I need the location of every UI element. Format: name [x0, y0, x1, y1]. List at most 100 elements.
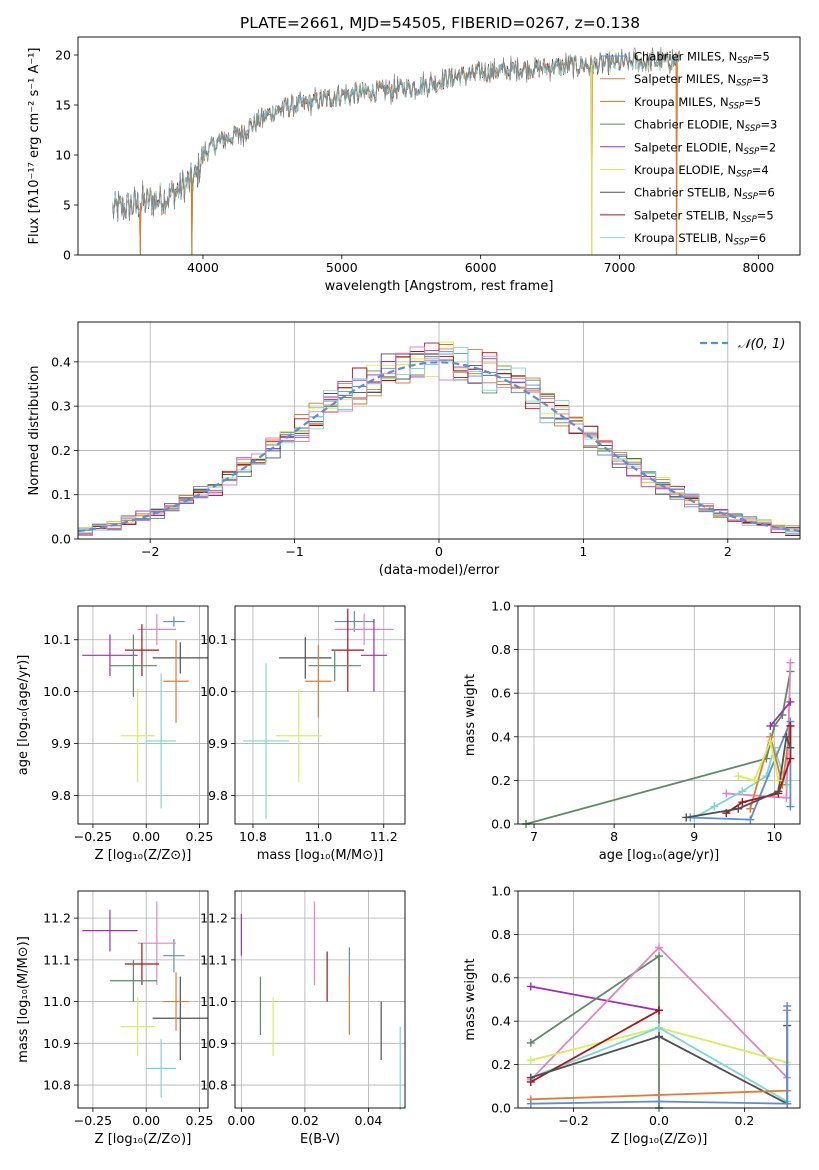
z-age-y-tick-label: 10.1	[43, 632, 71, 647]
legend-entry-label: Chabrier MILES, NSSP=5	[634, 50, 770, 67]
weight-age-point-marker	[710, 802, 719, 811]
weight-z-y-tick-label: 0.0	[491, 1101, 511, 1116]
weight-age-y-tick-label: 0.2	[491, 773, 511, 788]
mass-age-x-tick-label: 11.0	[304, 829, 332, 844]
weight-age-point-marker	[682, 813, 691, 822]
spectrum-y-tick-label: 10	[55, 148, 71, 163]
z-age-panel: −0.25 0.00 0.25 9.8 9.9 10.0 10.1 Z [log₁₀(Z/Z⊙…	[16, 605, 213, 863]
weight-z-y-axis-label: mass weight	[463, 958, 478, 1040]
spectrum-y-tick-label: 5	[63, 198, 71, 213]
weight-z-point-marker	[526, 1099, 535, 1108]
spectrum-legend: Chabrier MILES, NSSP=5 Salpeter MILES, NS…	[600, 50, 777, 248]
mass-age-errorbar-point	[275, 689, 322, 783]
mass-age-errorbar-point	[334, 611, 374, 632]
z-age-y-tick-label: 9.9	[51, 736, 71, 751]
z-mass-errorbar-point	[82, 909, 138, 952]
weight-age-point-marker	[734, 804, 743, 813]
spectrum-y-tick-label: 20	[55, 48, 71, 63]
residuals-y-tick-label: 0.0	[51, 532, 71, 547]
ebv-mass-y-tick-label: 10.9	[200, 1036, 228, 1051]
z-age-errorbar-point	[146, 673, 177, 809]
spectrum-y-tick-label: 15	[55, 98, 71, 113]
weight-z-point-marker	[655, 1097, 663, 1106]
ebv-mass-x-tick-label: 0.04	[355, 1113, 383, 1128]
weight-z-point-marker	[783, 1099, 792, 1108]
z-mass-errorbar-point	[146, 1039, 177, 1098]
spectrum-y-axis-label: Flux [fλ10⁻¹⁷ erg cm⁻² s⁻¹ A⁻¹]	[27, 48, 42, 245]
mass-age-errorbar-point	[243, 663, 289, 819]
weight-age-x-axis-label: age [log₁₀(age/yr)]	[599, 848, 720, 863]
ebv-mass-frame	[234, 890, 406, 1109]
weight-age-y-tick-label: 0.8	[491, 642, 511, 657]
z-mass-x-tick-label: 0.25	[186, 1113, 214, 1128]
spectrum-x-tick-label: 7000	[604, 260, 636, 275]
z-age-errorbar-point	[137, 613, 177, 645]
mass-age-y-tick-label: 9.8	[208, 788, 228, 803]
z-mass-y-tick-label: 10.9	[43, 1036, 71, 1051]
residuals-x-tick-label: 1	[579, 544, 587, 559]
legend-entry-label: Salpeter STELIB, NSSP=5	[634, 208, 774, 225]
residuals-x-tick-label: 0	[435, 544, 443, 559]
spectrum-series-line	[112, 51, 680, 222]
weight-age-point-marker	[786, 743, 795, 752]
weight-age-point-marker	[738, 787, 747, 796]
weight-z-series-line	[530, 1006, 789, 1105]
weight-age-point-marker	[734, 772, 743, 781]
weight-age-frame	[517, 605, 801, 825]
z-mass-y-tick-label: 11.1	[43, 952, 71, 967]
legend-entry-label: Kroupa ELODIE, NSSP=4	[634, 163, 769, 180]
z-age-x-tick-label: −0.25	[74, 829, 112, 844]
weight-z-point-marker	[655, 943, 663, 952]
spectrum-data-line	[112, 46, 680, 220]
z-age-errorbar-point	[82, 634, 138, 677]
spectrum-series-line	[112, 50, 680, 222]
weight-age-panel: 7 8 9 10 0.0 0.2 0.4 0.6 0.8 1.0 age [log₁₀(age/yr…	[463, 599, 801, 863]
residual-histogram	[78, 346, 800, 535]
weight-age-point-marker	[774, 787, 783, 796]
z-mass-y-tick-label: 11.2	[43, 911, 71, 926]
z-age-y-tick-label: 10.0	[43, 684, 71, 699]
ebv-mass-y-tick-label: 10.8	[200, 1078, 228, 1093]
ebv-mass-y-tick-label: 11.2	[200, 911, 228, 926]
mass-age-errorbar-point	[331, 608, 365, 692]
z-mass-y-tick-label: 10.8	[43, 1078, 71, 1093]
weight-age-point-marker	[746, 815, 755, 824]
legend-entry-label: Kroupa MILES, NSSP=5	[634, 95, 761, 112]
weight-age-series-line	[690, 721, 792, 821]
weight-age-point-marker	[782, 793, 791, 802]
weight-age-point-marker	[766, 737, 775, 746]
residuals-y-axis-label: Normed distribution	[27, 366, 42, 496]
mass-age-x-tick-label: 10.8	[239, 829, 267, 844]
z-age-errorbar-point	[163, 616, 185, 627]
weight-age-x-tick-label: 9	[690, 829, 698, 844]
z-mass-x-axis-label: Z [log₁₀(Z/Z⊙)]	[95, 1132, 192, 1147]
weight-z-point-marker	[655, 952, 663, 961]
residual-legend: 𝒩(0, 1)	[700, 337, 785, 352]
weight-age-point-marker	[746, 804, 755, 813]
residuals-y-tick-label: 0.2	[51, 443, 71, 458]
z-age-errorbar-point	[124, 624, 159, 677]
weight-age-point-marker	[766, 721, 775, 730]
ebv-mass-y-tick-label: 11.0	[200, 994, 228, 1009]
weight-age-point-marker	[750, 776, 759, 785]
weight-age-point-marker	[722, 789, 731, 798]
z-age-frame	[77, 605, 209, 825]
legend-entry-label: 𝒩(0, 1)	[738, 337, 785, 352]
z-mass-errorbar-point	[109, 959, 157, 1002]
legend-entry-label: Salpeter ELODIE, NSSP=2	[634, 140, 776, 157]
residuals-x-tick-label: 2	[724, 544, 732, 559]
weight-z-point-marker	[783, 1002, 792, 1011]
mass-age-errorbar-point	[279, 637, 332, 679]
z-mass-errorbar-point	[152, 976, 208, 1061]
legend-entry-label: Chabrier STELIB, NSSP=6	[634, 186, 775, 203]
weight-age-point-marker	[786, 802, 795, 811]
z-age-y-axis-label: age [log₁₀(age/yr)]	[16, 655, 31, 776]
weight-z-x-axis-label: Z [log₁₀(Z/Z⊙)]	[611, 1132, 708, 1147]
mass-age-y-tick-label: 10.0	[200, 684, 228, 699]
z-mass-x-tick-label: 0.00	[132, 1113, 160, 1128]
z-mass-y-tick-label: 11.0	[43, 994, 71, 1009]
residuals-x-tick-label: −2	[141, 544, 159, 559]
z-age-x-tick-label: 0.00	[132, 829, 160, 844]
z-mass-errorbar-point	[120, 997, 155, 1056]
